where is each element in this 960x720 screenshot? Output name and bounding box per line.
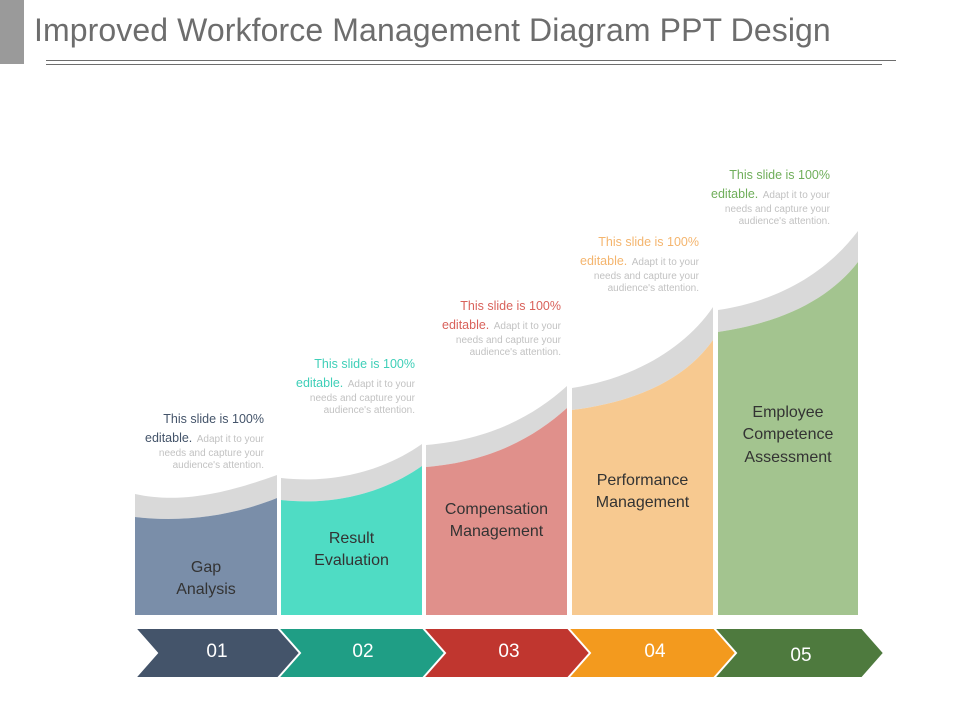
- page-title: Improved Workforce Management Diagram PP…: [34, 12, 831, 48]
- step-4-note-rest1: Adapt it to your: [631, 256, 699, 268]
- step-5-label-line2: Competence: [742, 426, 834, 444]
- step-1-note-lead: This slide is 100%: [163, 412, 264, 426]
- step-4: [565, 307, 741, 679]
- step-5-note-rest2: needs and capture your: [724, 203, 830, 215]
- step-2-label: Result Evaluation: [281, 528, 422, 573]
- step-1-label: Gap Analysis: [135, 557, 277, 602]
- step-5-label-line1: Employee: [752, 404, 824, 421]
- step-5-note-lead: This slide is 100%: [729, 168, 830, 182]
- step-5-bar: [718, 262, 858, 615]
- step-3-note-lead: This slide is 100%: [460, 299, 561, 313]
- step-1-note-rest3: audience's attention.: [172, 459, 264, 471]
- step-3-note-rest3: audience's attention.: [469, 346, 561, 358]
- step-3-cap: [426, 386, 567, 467]
- step-3-note-lead2: editable.: [442, 317, 490, 332]
- step-4-cap: [572, 307, 713, 410]
- step-3-label: Compensation Management: [426, 499, 567, 544]
- step-2-bar: [281, 466, 422, 615]
- step-4-note-rest3: audience's attention.: [607, 282, 699, 294]
- step-2-note-rest2: needs and capture your: [309, 392, 415, 404]
- step-2-note-lead2: editable.: [296, 375, 344, 390]
- step-3-number: 03: [498, 641, 520, 662]
- step-1-bar: [135, 498, 277, 615]
- step-5-note-rest1: Adapt it to your: [762, 189, 830, 201]
- step-4-note-rest2: needs and capture your: [593, 270, 699, 282]
- step-1-number: 01: [206, 641, 228, 662]
- step-2-label-line1: Result: [328, 530, 375, 547]
- step-3-note: This slide is 100% editable. Adapt it to…: [413, 297, 561, 358]
- step-3-note-rest2: needs and capture your: [455, 334, 561, 346]
- step-1-note-lead2: editable.: [145, 430, 193, 445]
- step-2: [275, 444, 450, 679]
- step-1-note-rest2: needs and capture your: [158, 447, 264, 459]
- step-4-label-line2: Management: [595, 494, 690, 512]
- step-2-note-rest1: Adapt it to your: [347, 378, 415, 390]
- step-1-label-line1: Gap: [190, 559, 222, 576]
- step-2-note: This slide is 100% editable. Adapt it to…: [267, 355, 415, 416]
- step-3-bar: [426, 408, 567, 615]
- step-2-label-line2: Evaluation: [314, 552, 389, 570]
- step-4-note-lead: This slide is 100%: [598, 235, 699, 249]
- step-5: [711, 231, 886, 679]
- step-1-note: This slide is 100% editable. Adapt it to…: [116, 410, 264, 471]
- step-4-label: Performance Management: [572, 470, 713, 515]
- step-1-label-line2: Analysis: [176, 581, 236, 599]
- step-2-note-rest3: audience's attention.: [323, 404, 415, 416]
- step-5-note-rest3: audience's attention.: [738, 215, 830, 227]
- step-2-cap: [281, 444, 422, 502]
- step-1-cap: [135, 475, 277, 519]
- step-4-note: This slide is 100% editable. Adapt it to…: [551, 233, 699, 294]
- step-5-cap: [718, 231, 858, 332]
- step-3-note-rest1: Adapt it to your: [493, 320, 561, 332]
- title-underline-secondary: [46, 64, 882, 65]
- step-4-number: 04: [644, 641, 666, 662]
- step-5-arrow: [711, 627, 886, 679]
- step-4-note-lead2: editable.: [580, 253, 628, 268]
- title-accent-bar: [0, 0, 24, 64]
- step-5-label: Employee Competence Assessment: [718, 402, 858, 469]
- step-1-note-rest1: Adapt it to your: [196, 433, 264, 445]
- step-5-note: This slide is 100% editable. Adapt it to…: [682, 166, 830, 227]
- step-2-note-lead: This slide is 100%: [314, 357, 415, 371]
- title-underline: [46, 60, 896, 61]
- step-3-label-line2: Management: [449, 523, 544, 541]
- step-5-label-line3: Assessment: [744, 448, 832, 466]
- step-4-bar: [572, 340, 713, 615]
- step-5-number: 05: [790, 645, 812, 666]
- step-2-number: 02: [352, 641, 374, 662]
- step-3-label-line1: Compensation: [444, 501, 549, 518]
- step-5-note-lead2: editable.: [711, 186, 759, 201]
- step-4-label-line1: Performance: [596, 472, 689, 489]
